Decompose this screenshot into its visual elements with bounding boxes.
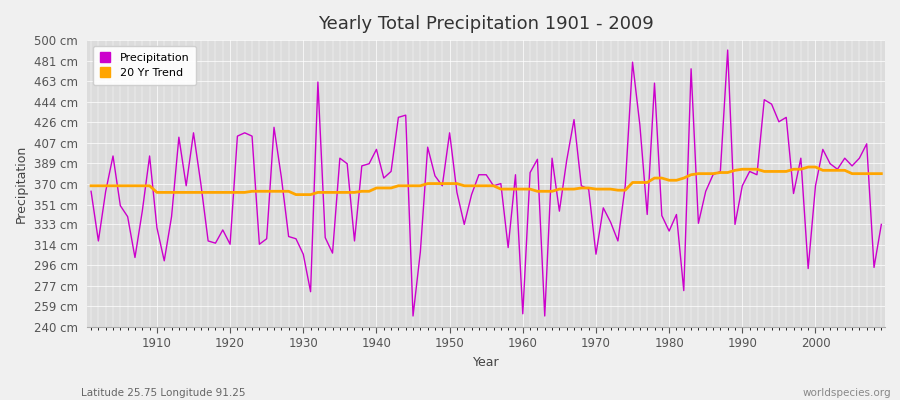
Text: Latitude 25.75 Longitude 91.25: Latitude 25.75 Longitude 91.25 [81,388,246,398]
Title: Yearly Total Precipitation 1901 - 2009: Yearly Total Precipitation 1901 - 2009 [319,15,654,33]
Legend: Precipitation, 20 Yr Trend: Precipitation, 20 Yr Trend [93,46,196,85]
Text: worldspecies.org: worldspecies.org [803,388,891,398]
Y-axis label: Precipitation: Precipitation [15,144,28,223]
X-axis label: Year: Year [472,356,500,369]
